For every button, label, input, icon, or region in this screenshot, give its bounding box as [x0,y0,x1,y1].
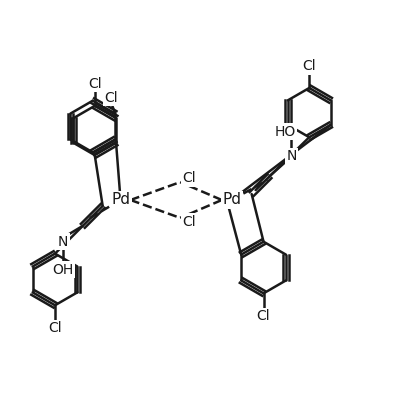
Text: Cl: Cl [182,215,196,229]
Text: Cl: Cl [104,91,118,105]
Text: Pd: Pd [111,192,130,208]
Text: Cl: Cl [257,309,270,323]
Text: N: N [286,149,296,163]
Text: HO: HO [275,125,296,139]
Text: Pd: Pd [222,192,241,208]
Text: N: N [58,235,68,249]
Text: OH: OH [52,262,74,276]
Text: Cl: Cl [182,171,196,185]
Text: Cl: Cl [88,77,102,91]
Text: Cl: Cl [302,59,316,73]
Text: Cl: Cl [48,321,62,335]
